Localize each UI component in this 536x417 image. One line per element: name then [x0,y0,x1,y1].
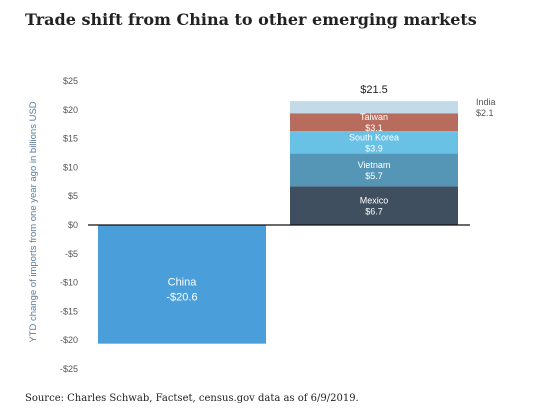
bar-segment-mexico [290,186,458,225]
bar-segment-south-korea [290,131,458,154]
y-tick-label: $25 [63,76,78,86]
chart-title: Trade shift from China to other emerging… [25,10,477,29]
y-tick-label: -$25 [60,364,78,374]
bar-label-china-value: -$20.6 [166,291,197,303]
y-tick-label: $5 [68,191,78,201]
source-note: Source: Charles Schwab, Factset, census.… [25,393,359,404]
y-tick-label: -$10 [60,278,78,288]
segment-label-name: India [476,97,496,107]
segment-label-name: Taiwan [360,112,388,122]
y-tick-label: -$20 [60,335,78,345]
bar-segment-taiwan [290,113,458,132]
bars: China -$20.6 Mexico$6.7 Vietnam$5.7 South Ko… [98,84,496,344]
stack-total-label: $21.5 [360,84,388,96]
segment-label-value: $5.7 [365,171,383,181]
y-axis-ticks: $25 $20 $15 $10 $5 $0 -$5 -$10 -$15 -$20 -$25 [60,76,78,374]
y-tick-label: -$15 [60,306,78,316]
y-tick-label: -$5 [65,249,78,259]
y-tick-label: $10 [63,162,78,172]
segment-label-name: Mexico [360,196,389,206]
y-tick-label: $0 [68,220,78,230]
segment-label-value: $3.1 [365,123,383,133]
segment-label-value: $6.7 [365,207,383,217]
bar-segment-india [290,101,458,114]
y-tick-label: $20 [63,105,78,115]
segment-label-value: $2.1 [476,108,494,118]
segment-label-name: South Korea [349,132,399,142]
segment-label-value: $3.9 [365,143,383,153]
segment-label-name: Vietnam [358,160,391,170]
bar-china [98,225,266,344]
bar-label-china-name: China [168,276,198,288]
y-tick-label: $15 [63,134,78,144]
bar-segment-vietnam [290,153,458,187]
y-axis-label: YTD change of imports from one year ago … [28,101,39,342]
